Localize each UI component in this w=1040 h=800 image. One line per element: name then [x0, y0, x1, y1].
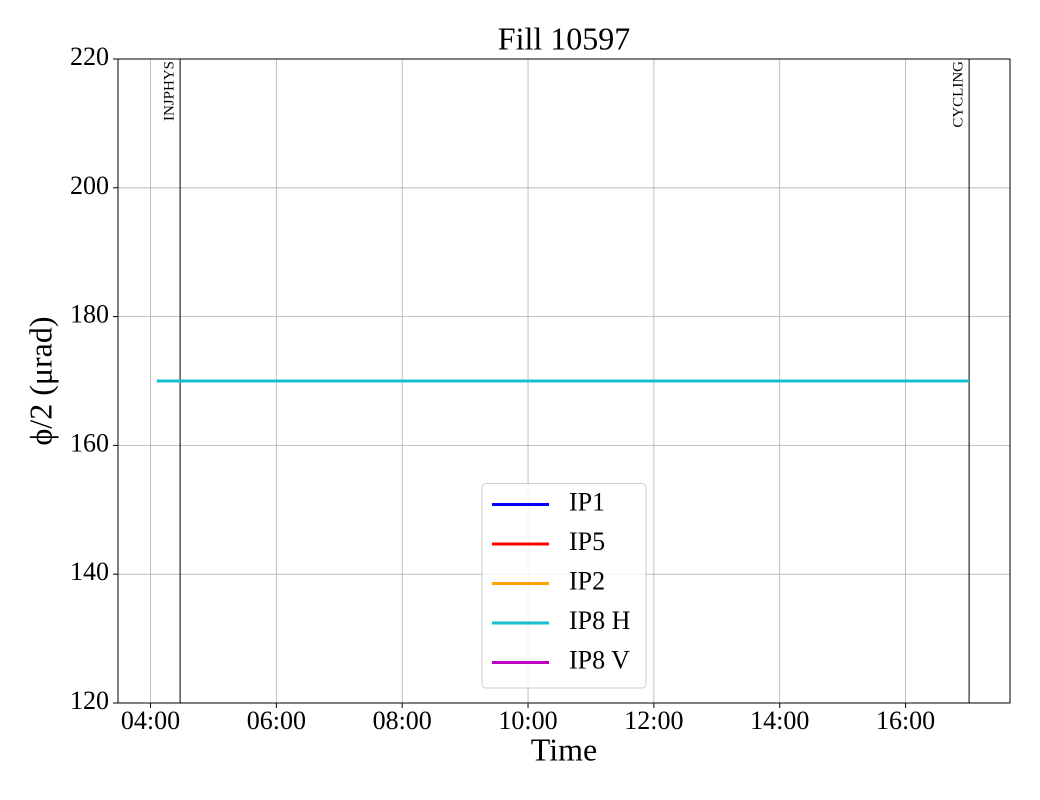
- legend-label: IP8 V: [569, 645, 630, 674]
- chart-title: Fill 10597: [498, 20, 630, 56]
- y-axis-label: ϕ/2 (μrad): [22, 316, 58, 445]
- x-tick-label: 12:00: [624, 706, 683, 735]
- legend: IP1 IP5 IP2 IP8 H IP8 V: [481, 483, 647, 689]
- x-tick-label: 04:00: [121, 706, 180, 735]
- event-label: CYCLING: [951, 61, 967, 128]
- legend-label: IP1: [569, 487, 605, 516]
- y-tick-label: 180: [70, 300, 109, 329]
- y-tick-label: 220: [70, 42, 109, 71]
- x-tick-label: 16:00: [876, 706, 935, 735]
- x-tick-label: 08:00: [373, 706, 432, 735]
- legend-label: IP8 H: [569, 606, 631, 635]
- plot-frame: [117, 58, 1011, 704]
- x-tick-label: 14:00: [750, 706, 809, 735]
- legend-label: IP5: [569, 527, 605, 556]
- y-tick-label: 140: [70, 557, 109, 586]
- x-tick-label: 10:00: [498, 706, 557, 735]
- y-tick-label: 120: [70, 686, 109, 715]
- legend-label: IP2: [569, 566, 605, 595]
- x-axis-label: Time: [531, 731, 597, 767]
- event-label: INJPHYS: [162, 61, 178, 121]
- x-tick-label: 06:00: [247, 706, 306, 735]
- y-tick-label: 160: [70, 428, 109, 457]
- legend-box: [481, 483, 647, 689]
- y-tick-label: 200: [70, 171, 109, 200]
